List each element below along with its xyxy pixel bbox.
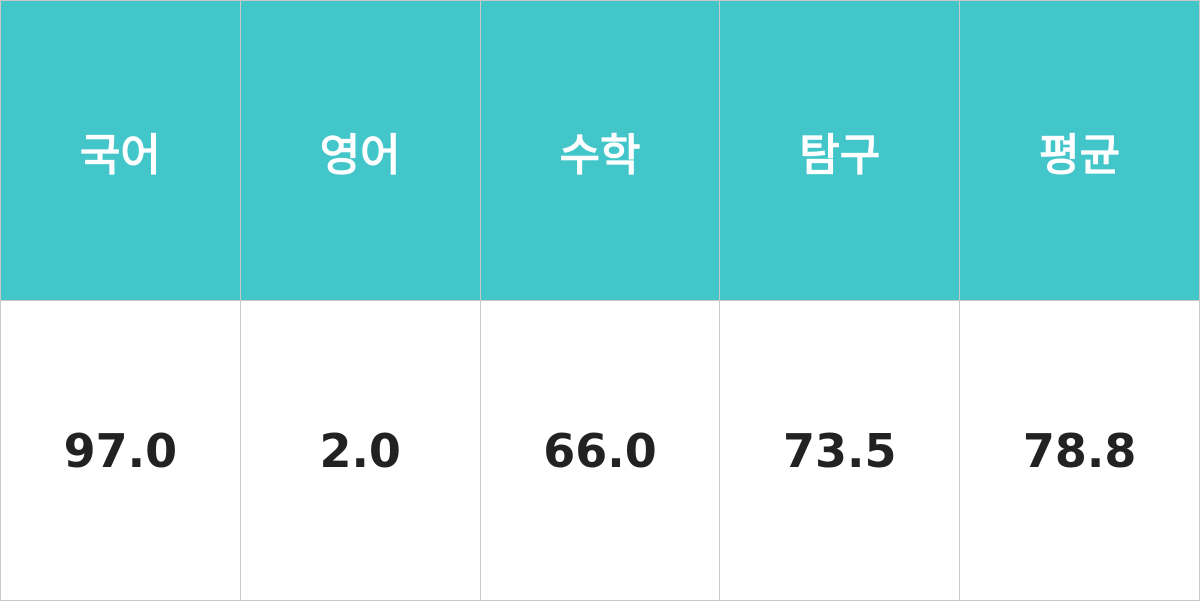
header-inquiry: 탐구 <box>719 0 961 301</box>
value-korean: 97.0 <box>0 300 241 601</box>
value-inquiry: 73.5 <box>719 300 961 601</box>
header-korean: 국어 <box>0 0 241 301</box>
value-row: 97.0 2.0 66.0 73.5 78.8 <box>0 300 1200 601</box>
header-row: 국어 영어 수학 탐구 평균 <box>0 0 1200 301</box>
value-average: 78.8 <box>959 300 1200 601</box>
value-english: 2.0 <box>239 300 481 601</box>
header-average: 평균 <box>959 0 1200 301</box>
value-math: 66.0 <box>479 300 721 601</box>
header-math: 수학 <box>479 0 721 301</box>
header-english: 영어 <box>239 0 481 301</box>
